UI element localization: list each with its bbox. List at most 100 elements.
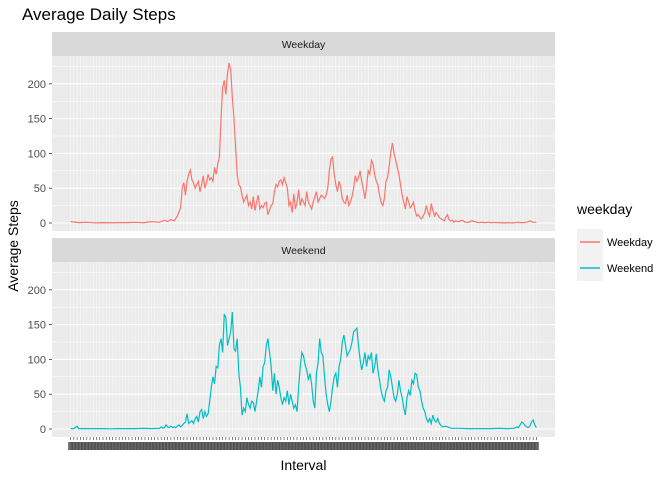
y-tick-label: 0: [40, 424, 46, 436]
x-tick-label-glyph: [423, 442, 429, 450]
x-tick-label-glyph: [110, 442, 116, 450]
x-tick-label-glyph: [246, 442, 252, 450]
x-tick-label-glyph: [210, 442, 216, 450]
x-tick-label-glyph: [71, 442, 77, 450]
legend: weekday Weekday Weekend: [576, 201, 653, 281]
x-tick-label-glyph: [116, 442, 122, 450]
y-tick-label: 150: [28, 114, 46, 126]
x-tick-label-glyph: [174, 442, 180, 450]
x-tick-label-glyph: [291, 442, 297, 450]
chart-title: Average Daily Steps: [22, 5, 176, 24]
x-axis-title: Interval: [281, 457, 327, 473]
x-tick-label-glyph: [113, 442, 119, 450]
series-line-weekday: [70, 62, 537, 224]
x-tick-label-glyph: [216, 442, 222, 450]
x-tick-label-glyph: [207, 442, 213, 450]
x-tick-label-glyph: [533, 442, 539, 450]
x-tick-label-glyph: [524, 442, 530, 450]
x-tick-label-glyph: [278, 442, 284, 450]
x-tick-label-glyph: [491, 442, 497, 450]
x-tick-label-glyph: [168, 442, 174, 450]
x-tick-label-glyph: [252, 442, 258, 450]
y-ticks-weekend: 0 50 100 150 200: [28, 285, 52, 436]
x-tick-label-glyph: [359, 442, 365, 450]
x-tick-label-glyph: [482, 442, 488, 450]
x-tick-label-glyph: [119, 442, 125, 450]
x-tick-label-glyph: [123, 442, 129, 450]
x-tick-label-glyph: [469, 442, 475, 450]
x-tick-label-glyph: [475, 442, 481, 450]
x-tick-label-glyph: [94, 442, 100, 450]
strip-weekend: [52, 238, 555, 262]
x-tick-label-glyph: [401, 442, 407, 450]
x-tick-label-glyph: [427, 442, 433, 450]
x-tick-label-glyph: [488, 442, 494, 450]
x-tick-label-glyph: [349, 442, 355, 450]
y-tick-label: 50: [34, 183, 46, 195]
x-tick-label-glyph: [294, 442, 300, 450]
x-tick-label-glyph: [333, 442, 339, 450]
x-tick-label-glyph: [165, 442, 171, 450]
series-line-weekend: [70, 312, 537, 430]
x-tick-label-glyph: [271, 442, 277, 450]
x-tick-label-glyph: [355, 442, 361, 450]
x-tick-label-glyph: [200, 442, 206, 450]
strip-label-weekend: Weekend: [281, 245, 325, 257]
x-tick-label-glyph: [178, 442, 184, 450]
x-tick-label-glyph: [281, 442, 287, 450]
x-tick-label-glyph: [197, 442, 203, 450]
x-tick-label-glyph: [258, 442, 264, 450]
legend-label-weekend: Weekend: [607, 263, 653, 275]
x-tick-label-glyph: [304, 442, 310, 450]
x-tick-label-glyph: [84, 442, 90, 450]
x-tick-label-glyph: [404, 442, 410, 450]
x-tick-label-glyph: [398, 442, 404, 450]
x-tick-label-glyph: [365, 442, 371, 450]
x-tick-label-glyph: [233, 442, 239, 450]
x-tick-label-glyph: [229, 442, 235, 450]
x-tick-label-glyph: [223, 442, 229, 450]
x-tick-label-glyph: [336, 442, 342, 450]
x-tick-label-glyph: [478, 442, 484, 450]
x-tick-label-glyph: [136, 442, 142, 450]
x-tick-label-glyph: [87, 442, 93, 450]
x-tick-label-glyph: [249, 442, 255, 450]
y-tick-label: 150: [28, 320, 46, 332]
y-tick-label: 200: [28, 79, 46, 91]
x-tick-label-glyph: [330, 442, 336, 450]
x-tick-label-glyph: [90, 442, 96, 450]
x-tick-label-glyph: [485, 442, 491, 450]
x-tick-label-glyph: [456, 442, 462, 450]
x-tick-label-glyph: [313, 442, 319, 450]
x-tick-label-glyph: [268, 442, 274, 450]
x-tick-label-glyph: [378, 442, 384, 450]
x-tick-label-glyph: [420, 442, 426, 450]
x-tick-label-glyph: [323, 442, 329, 450]
x-tick-label-glyph: [394, 442, 400, 450]
x-tick-label-glyph: [339, 442, 345, 450]
grid-weekday: [52, 56, 555, 231]
x-tick-label-glyph: [436, 442, 442, 450]
x-tick-label-glyph: [145, 442, 151, 450]
strip-weekday: [52, 32, 555, 56]
x-tick-label-glyph: [297, 442, 303, 450]
x-tick-label-glyph: [142, 442, 148, 450]
x-tick-label-glyph: [126, 442, 132, 450]
x-tick-label-glyph: [362, 442, 368, 450]
y-tick-label: 100: [28, 354, 46, 366]
x-tick-label-glyph: [517, 442, 523, 450]
x-tick-label-glyph: [385, 442, 391, 450]
strip-label-weekday: Weekday: [282, 39, 326, 51]
x-tick-label-glyph: [501, 442, 507, 450]
y-tick-label: 100: [28, 148, 46, 160]
x-tick-label-glyph: [462, 442, 468, 450]
x-tick-label-glyph: [317, 442, 323, 450]
x-tick-label-glyph: [100, 442, 106, 450]
x-tick-label-glyph: [352, 442, 358, 450]
x-tick-label-glyph: [239, 442, 245, 450]
x-tick-label-glyph: [449, 442, 455, 450]
x-tick-label-glyph: [391, 442, 397, 450]
x-tick-label-glyph: [181, 442, 187, 450]
x-tick-label-glyph: [504, 442, 510, 450]
